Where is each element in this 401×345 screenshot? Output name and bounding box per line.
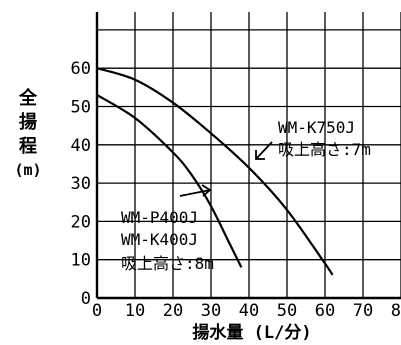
x-tick-label: 40 <box>239 301 259 321</box>
y-tick-label: 30 <box>71 174 91 194</box>
chart-axes <box>95 12 401 300</box>
x-tick-label: 10 <box>125 301 145 321</box>
x-tick-label: 20 <box>163 301 183 321</box>
series-line-wm-p400j-k400j <box>96 94 243 268</box>
annotation-wm-k750j: WM-K750J <box>278 118 355 137</box>
annotation-suction-7m: 吸上高さ:7m <box>278 140 371 159</box>
x-axis-label: 揚水量 (L/分) <box>192 322 311 343</box>
y-tick-label: 40 <box>71 136 91 156</box>
annotation-wm-k400j: WM-K400J <box>121 230 198 249</box>
annotation-arrow-wm-400j <box>179 184 212 197</box>
y-tick-label: 60 <box>71 59 91 79</box>
y-axis-ticks: 0 10 20 30 40 50 60 <box>71 59 91 309</box>
x-tick-label: 50 <box>277 301 297 321</box>
series-line-wm-k750j <box>96 67 334 276</box>
x-tick-label: 80 <box>391 301 401 321</box>
annotation-suction-8m: 吸上高さ:8m <box>121 254 214 273</box>
annotation-arrow-wm-k750j <box>255 141 273 160</box>
x-tick-label: 0 <box>92 301 102 321</box>
y-tick-label: 0 <box>81 289 91 309</box>
x-tick-label: 70 <box>353 301 373 321</box>
y-axis-label-char-2: 揚 <box>19 112 37 133</box>
x-tick-label: 30 <box>201 301 221 321</box>
y-tick-label: 10 <box>71 251 91 271</box>
y-axis-label-char-1: 全 <box>18 87 38 109</box>
x-tick-label: 60 <box>315 301 335 321</box>
y-tick-label: 20 <box>71 212 91 232</box>
y-axis-label-char-3: 程 <box>19 136 37 157</box>
annotation-wm-p400j: WM-P400J <box>121 208 198 227</box>
chart-grid <box>97 12 401 298</box>
y-tick-label: 50 <box>71 98 91 118</box>
y-axis-unit: (m) <box>14 161 41 179</box>
x-axis-ticks: 0 10 20 30 40 50 60 70 80 <box>92 301 401 321</box>
